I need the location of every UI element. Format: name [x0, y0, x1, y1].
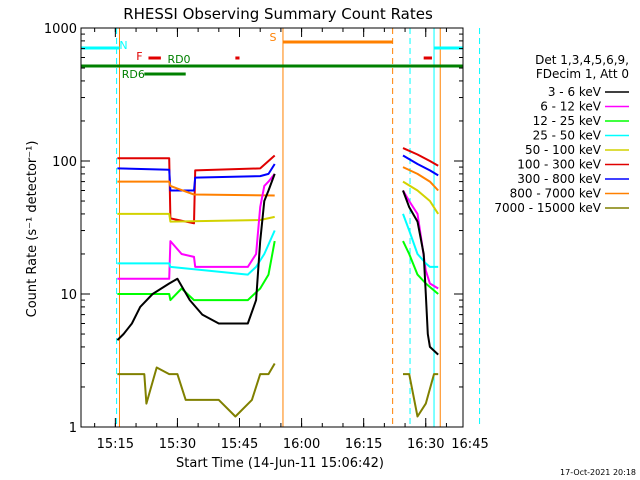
- x-tick-label: 16:15: [345, 437, 382, 452]
- flag-label-n: N: [119, 39, 127, 52]
- plot-frame: [80, 27, 464, 428]
- flag-label-rd0: RD0: [167, 53, 190, 66]
- series-line-4: [117, 180, 275, 197]
- y-axis-label: Count Rate (s⁻¹ detector⁻¹): [25, 141, 40, 318]
- legend-entry-label: 12 - 25 keV: [533, 114, 602, 128]
- series-line-14: [116, 173, 276, 341]
- y-tick-label: 100: [52, 155, 77, 170]
- series-line-5: [402, 166, 439, 192]
- x-tick-label: 16:45: [451, 437, 488, 452]
- series-line-16: [117, 362, 276, 418]
- series-line-11: [402, 213, 439, 268]
- series-line-15: [402, 190, 439, 356]
- series-line-6: [117, 212, 275, 223]
- x-tick-label: 15:45: [221, 437, 258, 452]
- legend-entry-label: 800 - 7000 keV: [510, 187, 602, 201]
- series-line-1: [402, 147, 439, 167]
- x-tick-label: 16:30: [407, 437, 444, 452]
- legend-entry-label: 300 - 800 keV: [517, 172, 601, 186]
- x-tick-label: 15:15: [97, 437, 134, 452]
- legend-header-line-1: Det 1,3,4,5,6,9,: [535, 53, 629, 67]
- y-tick-label: 1000: [44, 22, 77, 37]
- x-axis-label: Start Time (14-Jun-11 15:06:42): [176, 456, 384, 471]
- series-line-2: [117, 163, 276, 192]
- y-tick-label: 10: [60, 288, 77, 303]
- series-line-3: [402, 154, 439, 177]
- legend-entry-label: 25 - 50 keV: [533, 129, 602, 143]
- chart-title: RHESSI Observing Summary Count Rates: [123, 5, 433, 23]
- legend-entry-label: 100 - 300 keV: [517, 158, 601, 172]
- legend-entry-label: 50 - 100 keV: [525, 143, 602, 157]
- series-line-10: [117, 230, 276, 276]
- flag-label-f: F: [136, 50, 142, 63]
- flag-label-s: S: [269, 31, 276, 44]
- flag-label-rd6: RD6: [122, 68, 145, 81]
- series-line-12: [117, 240, 276, 302]
- plot-area: N S F RD0 RD6: [80, 28, 481, 427]
- series-line-17: [403, 373, 439, 418]
- x-tick-label: 16:00: [283, 437, 320, 452]
- legend-entry-label: 6 - 12 keV: [540, 100, 602, 114]
- footer-date: 17-Oct-2021 20:18: [560, 468, 636, 477]
- legend-entry-label: 3 - 6 keV: [548, 85, 602, 99]
- axes: 1 10 100 1000 15:15 15:30 15:45 16:00 16:15 16:30…: [44, 22, 489, 452]
- legend-header-line-2: FDecim 1, Att 0: [536, 67, 629, 81]
- x-tick-label: 15:30: [159, 437, 196, 452]
- series-line-13: [402, 240, 439, 295]
- y-tick-label: 1: [69, 421, 77, 436]
- legend-entry-label: 7000 - 15000 keV: [494, 201, 601, 215]
- series-line-0: [117, 154, 276, 225]
- series-line-7: [402, 180, 440, 215]
- series-line-8: [117, 173, 276, 280]
